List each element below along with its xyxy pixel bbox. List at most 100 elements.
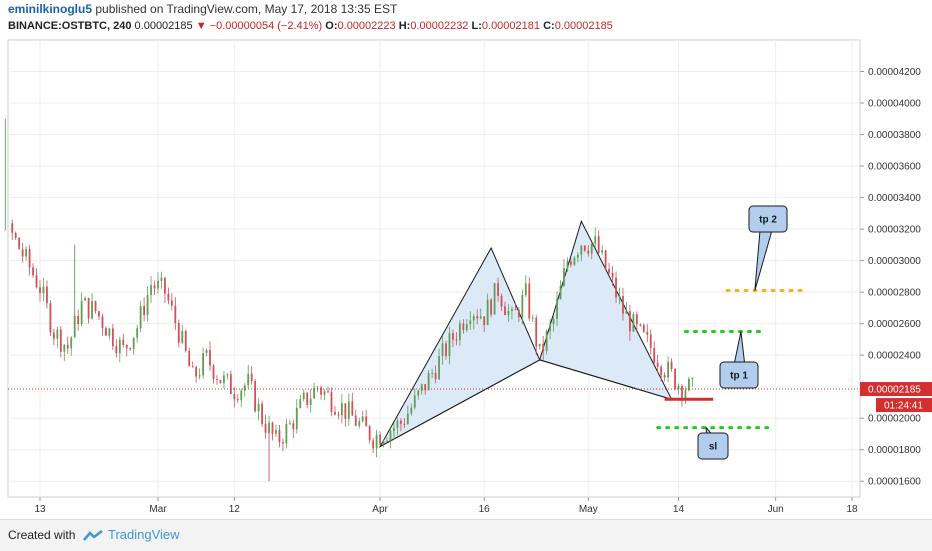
- high-label: H:: [398, 20, 411, 32]
- candle-body: [35, 275, 38, 288]
- candle-body: [465, 324, 468, 331]
- candle-body: [177, 323, 180, 343]
- candle-body: [490, 299, 493, 315]
- candle-body: [642, 324, 645, 332]
- candle-body: [556, 299, 558, 319]
- candle-body: [410, 407, 413, 414]
- candle-body: [14, 232, 17, 238]
- candle-body: [403, 423, 406, 425]
- candle-body: [486, 299, 489, 326]
- candle-body: [622, 296, 624, 314]
- candle-body: [597, 236, 600, 253]
- candle-body: [28, 249, 31, 268]
- last-price: 0.00002185: [134, 20, 193, 32]
- candle-body: [153, 285, 156, 289]
- candle-body: [382, 441, 385, 445]
- candle-body: [105, 328, 107, 336]
- candle-body: [445, 343, 447, 357]
- candle-body: [150, 285, 152, 295]
- candle-body: [195, 367, 198, 377]
- candle-body: [108, 328, 111, 336]
- candle-body: [21, 249, 24, 257]
- candle-body: [663, 375, 666, 378]
- candle-body: [157, 280, 159, 289]
- callout-tp1-box[interactable]: [719, 361, 759, 389]
- candle-body: [257, 403, 260, 412]
- candle-body: [691, 377, 694, 379]
- candle-body: [545, 331, 548, 352]
- candle-body: [94, 301, 97, 312]
- candle-body: [517, 310, 520, 318]
- candle-body: [184, 330, 187, 351]
- candle-body: [653, 348, 656, 363]
- callout-tp2-label: tp 2: [759, 215, 777, 226]
- candle-body: [351, 401, 354, 416]
- candle-body: [49, 303, 52, 333]
- candle-body: [649, 334, 652, 349]
- candle-body: [46, 286, 48, 304]
- tradingview-logo[interactable]: TradingView: [82, 527, 180, 542]
- candle-body: [375, 434, 378, 449]
- y-tick-label: 0.00003600: [868, 162, 921, 173]
- candle-body: [118, 339, 121, 354]
- pattern-leg-bd: [539, 359, 672, 400]
- candle-body: [264, 423, 267, 433]
- candle-body: [448, 333, 451, 357]
- candle-body: [299, 399, 302, 408]
- symbol-name[interactable]: BINANCE:OSTBTC, 240: [8, 20, 132, 32]
- candle-body: [91, 301, 93, 319]
- candle-body: [559, 285, 562, 300]
- candle-body: [80, 300, 83, 325]
- y-tick-label: 0.00001800: [868, 445, 921, 456]
- y-tick-label: 0.00004200: [868, 67, 921, 78]
- x-tick-label: Apr: [372, 504, 388, 515]
- candle-body: [493, 283, 496, 315]
- x-tick-label: Jun: [768, 504, 784, 515]
- candle-body: [327, 391, 329, 393]
- candle-body: [139, 305, 142, 329]
- callout-tp1-label: tp 1: [730, 371, 748, 382]
- candle-body: [552, 318, 555, 325]
- y-tick-label: 0.00002000: [868, 414, 921, 425]
- plot-area[interactable]: [7, 39, 861, 498]
- candle-body: [309, 398, 312, 405]
- candle-body: [389, 431, 392, 441]
- author-link[interactable]: eminilkinoglu5: [8, 2, 93, 16]
- callout-sl-box[interactable]: [697, 432, 729, 460]
- candle-body: [420, 384, 423, 391]
- candle-body: [431, 372, 434, 374]
- candle-body: [497, 283, 499, 296]
- candle-body: [316, 387, 319, 389]
- candle-body: [684, 390, 687, 398]
- callout-tp2-box[interactable]: [748, 205, 788, 233]
- candle-body: [604, 250, 607, 269]
- candle-body: [285, 423, 288, 444]
- candle-body: [330, 392, 333, 412]
- candle-body: [372, 440, 375, 449]
- candle-body: [347, 401, 350, 419]
- candle-body: [368, 426, 371, 441]
- candle-body: [635, 314, 638, 325]
- candle-body: [167, 293, 170, 301]
- candle-body: [181, 330, 184, 343]
- x-tick-label: 12: [229, 504, 241, 515]
- pattern-leg-xb: [379, 359, 540, 448]
- candle-body: [223, 375, 225, 384]
- candle-body: [681, 386, 683, 398]
- candle-body: [500, 295, 503, 307]
- candle-body: [191, 366, 194, 368]
- candle-body: [379, 434, 381, 445]
- candle-body: [337, 414, 340, 416]
- candle-body: [340, 403, 343, 416]
- published-text: published on TradingView.com, May 17, 20…: [92, 2, 398, 16]
- x-tick-label: May: [579, 504, 598, 515]
- last-price-tag: [860, 382, 932, 397]
- candle-body: [583, 245, 586, 251]
- candle-body: [438, 356, 440, 380]
- candle-body: [295, 407, 298, 430]
- candle-body: [424, 384, 427, 391]
- candle-body: [198, 375, 201, 377]
- candle-body: [549, 324, 552, 332]
- price-change: −0.00000054 (−2.41%): [209, 20, 323, 32]
